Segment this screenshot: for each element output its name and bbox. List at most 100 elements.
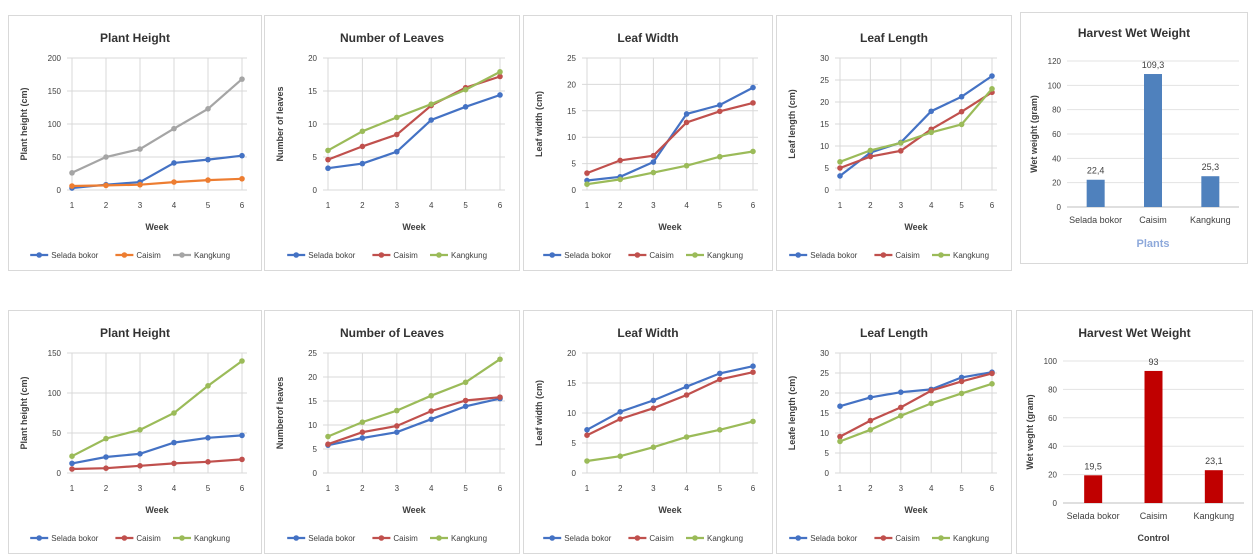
line-chart-svg: Leaf Width 0 5 10 15 20 1 2 3 4 5 6 Leaf width (cm) W… bbox=[534, 326, 758, 543]
data-point bbox=[325, 147, 331, 154]
series-line bbox=[71, 360, 243, 458]
x-tick-label: 2 bbox=[868, 201, 873, 210]
chart-title: Leaf Length bbox=[860, 326, 928, 340]
data-point bbox=[989, 73, 995, 79]
x-tick-label: 1 bbox=[585, 484, 590, 493]
data-point bbox=[867, 394, 874, 401]
data-point bbox=[617, 416, 623, 422]
data-point bbox=[617, 157, 623, 164]
data-label: 109,3 bbox=[1142, 60, 1165, 70]
data-point bbox=[239, 456, 245, 463]
data-label: 25,3 bbox=[1202, 162, 1220, 172]
data-point bbox=[898, 413, 904, 419]
data-point bbox=[205, 459, 211, 465]
x-tick-label: Kangkung bbox=[1190, 215, 1231, 225]
legend-marker bbox=[378, 535, 385, 541]
x-tick-label: 4 bbox=[929, 201, 934, 210]
legend-label: Kangkung bbox=[707, 251, 743, 260]
legend-marker bbox=[121, 535, 128, 541]
legend-label: Kangkung bbox=[451, 251, 487, 260]
x-tick-label: Caisim bbox=[1140, 511, 1168, 521]
bar-chart-svg: Harvest Wet Weight 0 20 40 60 80 100 120 Wet wei… bbox=[1029, 26, 1239, 250]
data-point bbox=[683, 392, 690, 398]
y-tick-label: 80 bbox=[1052, 106, 1061, 115]
x-tick-label: 4 bbox=[929, 484, 934, 493]
x-tick-label: 4 bbox=[429, 201, 434, 210]
x-axis-label: Week bbox=[904, 222, 928, 232]
x-tick-label: 6 bbox=[751, 201, 756, 210]
data-point bbox=[958, 108, 965, 115]
data-point bbox=[584, 170, 590, 176]
x-tick-label: 6 bbox=[240, 484, 245, 493]
x-axis-label: Week bbox=[402, 222, 426, 232]
data-point bbox=[69, 466, 75, 472]
data-point bbox=[867, 417, 874, 424]
x-tick-label: 5 bbox=[206, 201, 211, 210]
bar-chart-svg: Harvest Wet Weight 0 20 40 60 80 100 Wet weght … bbox=[1025, 326, 1244, 543]
legend-marker bbox=[880, 252, 887, 258]
y-tick-label: 20 bbox=[1048, 471, 1057, 480]
data-point bbox=[650, 159, 657, 165]
chart-title: Leaf Width bbox=[617, 31, 678, 45]
series-line bbox=[586, 420, 754, 463]
x-tick-label: 5 bbox=[463, 484, 468, 493]
y-tick-label: 120 bbox=[1048, 57, 1062, 66]
x-tick-label: 2 bbox=[104, 484, 109, 493]
line-chart-svg: Plant Height 0 50 100 150 1 2 3 4 5 6 Plant height … bbox=[19, 326, 247, 543]
chart-title: Harvest Wet Weight bbox=[1078, 326, 1190, 340]
bar bbox=[1144, 370, 1163, 503]
y-tick-label: 20 bbox=[820, 389, 829, 398]
x-axis-label: Week bbox=[145, 222, 169, 232]
x-tick-label: 1 bbox=[70, 484, 75, 493]
data-point bbox=[837, 173, 843, 179]
data-point bbox=[497, 73, 503, 80]
chart-panel-leaf-width-top: Leaf Width 0 5 10 15 20 25 1 2 3 4 5 6 Leaf width (cm… bbox=[523, 15, 773, 271]
y-tick-label: 10 bbox=[820, 142, 829, 151]
x-tick-label: 1 bbox=[326, 201, 331, 210]
data-point bbox=[837, 433, 843, 440]
y-tick-label: 15 bbox=[308, 87, 317, 96]
legend-marker bbox=[378, 252, 385, 258]
data-point bbox=[239, 175, 245, 182]
data-point bbox=[683, 111, 690, 117]
y-tick-label: 25 bbox=[820, 76, 829, 85]
legend-marker bbox=[795, 252, 801, 258]
legend-marker bbox=[880, 535, 887, 541]
data-point bbox=[462, 397, 469, 404]
data-point bbox=[497, 394, 503, 400]
legend-marker bbox=[179, 535, 185, 541]
data-point bbox=[394, 429, 400, 435]
bar bbox=[1086, 179, 1105, 207]
legend-label: Caisim bbox=[895, 534, 920, 543]
y-axis-label: Numberof leaves bbox=[275, 377, 285, 450]
x-tick-label: 5 bbox=[959, 484, 964, 493]
series-line bbox=[839, 371, 993, 408]
data-point bbox=[717, 102, 723, 108]
chart-panel-wet-weight-top: Harvest Wet Weight 0 20 40 60 80 100 120 Wet wei… bbox=[1020, 12, 1248, 264]
data-point bbox=[462, 403, 469, 410]
x-axis-label: Week bbox=[904, 505, 928, 515]
data-point bbox=[428, 416, 434, 423]
legend-label: Caisim bbox=[649, 251, 674, 260]
legend-label: Kangkung bbox=[451, 534, 487, 543]
data-point bbox=[103, 465, 109, 471]
data-point bbox=[750, 369, 756, 375]
legend-marker bbox=[938, 535, 944, 541]
x-tick-label: 6 bbox=[240, 201, 245, 210]
data-point bbox=[394, 407, 400, 414]
line-chart-svg: Leaf Width 0 5 10 15 20 25 1 2 3 4 5 6 Leaf width (cm… bbox=[534, 31, 758, 260]
data-point bbox=[898, 140, 904, 146]
y-tick-label: 5 bbox=[313, 445, 318, 454]
x-tick-label: 4 bbox=[172, 201, 177, 210]
x-tick-label: 1 bbox=[838, 484, 843, 493]
data-point bbox=[205, 156, 211, 163]
data-label: 22,4 bbox=[1087, 166, 1105, 176]
legend-label: Kangkung bbox=[194, 534, 230, 543]
data-point bbox=[989, 370, 995, 377]
data-point bbox=[867, 147, 874, 154]
y-tick-label: 50 bbox=[52, 429, 61, 438]
data-point bbox=[137, 463, 143, 469]
y-tick-label: 200 bbox=[48, 54, 62, 63]
legend-label: Selada bokor bbox=[564, 251, 611, 260]
data-point bbox=[958, 390, 965, 397]
